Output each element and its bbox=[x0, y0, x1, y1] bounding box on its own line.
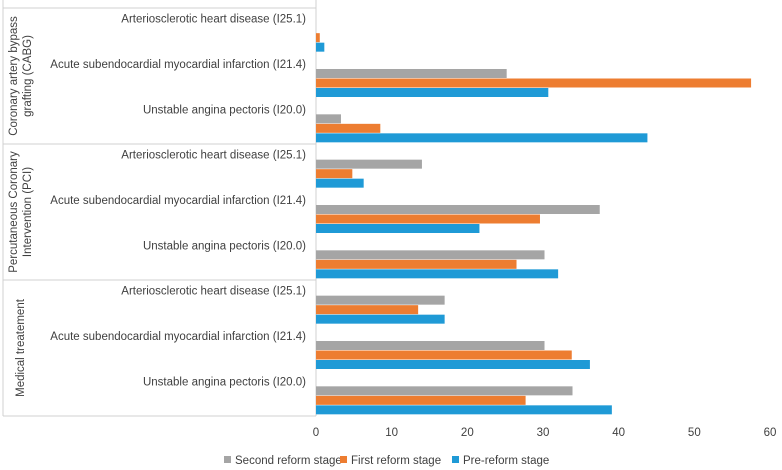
bar bbox=[316, 42, 325, 52]
bar bbox=[316, 33, 320, 43]
group-label: Medical treatement bbox=[15, 298, 27, 397]
x-tick-label: 50 bbox=[688, 427, 701, 439]
category-label: Arteriosclerotic heart disease (I25.1) bbox=[121, 286, 306, 298]
x-tick-label: 40 bbox=[612, 427, 625, 439]
bar bbox=[316, 205, 600, 214]
category-label: Acute subendocardial myocardial infarcti… bbox=[50, 195, 306, 207]
bar bbox=[316, 169, 353, 179]
legend-swatch bbox=[224, 456, 231, 463]
bar bbox=[316, 224, 480, 233]
bar bbox=[316, 295, 445, 305]
bar bbox=[316, 341, 545, 350]
x-tick-label: 10 bbox=[385, 427, 398, 439]
category-label: Arteriosclerotic heart disease (I25.1) bbox=[121, 150, 306, 162]
group-label: Percutaneous Coronary Intervention (PCI) bbox=[8, 151, 34, 273]
bar bbox=[316, 269, 559, 279]
bar bbox=[316, 259, 517, 269]
category-label: Unstable angina pectoris (I20.0) bbox=[143, 104, 306, 116]
group-labels: Coronary artery bypass grafting (CABG) Per… bbox=[8, 16, 34, 397]
bar bbox=[316, 314, 445, 324]
bar bbox=[316, 360, 590, 369]
bar bbox=[316, 69, 507, 78]
legend-swatch bbox=[452, 456, 459, 463]
bar bbox=[316, 78, 752, 88]
bar bbox=[316, 214, 540, 224]
x-tick-label: 60 bbox=[764, 427, 777, 439]
category-label: Arteriosclerotic heart disease (I25.1) bbox=[121, 14, 306, 26]
group-label: Coronary artery bypass grafting (CABG) bbox=[8, 16, 34, 136]
bar bbox=[316, 405, 612, 415]
bar bbox=[316, 114, 341, 124]
bar bbox=[316, 123, 381, 133]
bar bbox=[316, 159, 422, 169]
legend: Second reform stage First reform stage Pre… bbox=[224, 455, 549, 467]
x-tick-label: 30 bbox=[537, 427, 550, 439]
category-label: Acute subendocardial myocardial infarcti… bbox=[50, 59, 306, 71]
category-label: Unstable angina pectoris (I20.0) bbox=[143, 376, 306, 388]
bar bbox=[316, 133, 648, 143]
bar bbox=[316, 88, 549, 97]
x-tick-label: 0 bbox=[313, 427, 319, 439]
category-label: Unstable angina pectoris (I20.0) bbox=[143, 240, 306, 252]
bar bbox=[316, 250, 545, 260]
legend-label: First reform stage bbox=[351, 455, 441, 467]
bars bbox=[316, 33, 752, 415]
legend-label: Pre-reform stage bbox=[463, 455, 549, 467]
category-label: Acute subendocardial myocardial infarcti… bbox=[50, 331, 306, 343]
x-axis-ticks: 0 10 20 30 40 50 60 bbox=[313, 427, 777, 439]
legend-label: Second reform stage bbox=[235, 455, 342, 467]
bar bbox=[316, 395, 526, 405]
bar bbox=[316, 386, 573, 396]
x-tick-label: 20 bbox=[461, 427, 474, 439]
category-labels: Arteriosclerotic heart disease (I25.1) Ac… bbox=[50, 14, 306, 389]
bar bbox=[316, 305, 419, 315]
bar bbox=[316, 350, 572, 360]
bar bbox=[316, 178, 364, 188]
legend-swatch bbox=[340, 456, 347, 463]
